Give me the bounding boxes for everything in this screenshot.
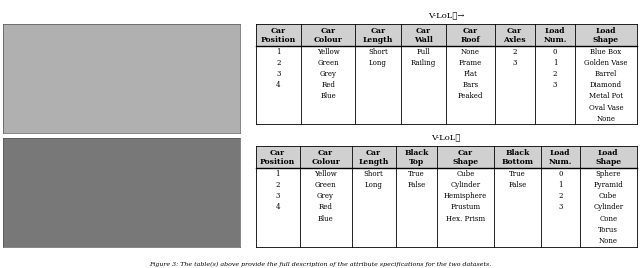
Text: 0: 0 [553, 48, 557, 56]
Text: V-LoLℒ→: V-LoLℒ→ [428, 12, 465, 20]
Text: None: None [599, 237, 618, 245]
Text: Short: Short [368, 48, 388, 56]
Text: Car
Roof: Car Roof [461, 27, 480, 44]
Text: None: None [461, 48, 480, 56]
Text: Oval Vase: Oval Vase [589, 103, 623, 111]
Text: Car
Wall: Car Wall [414, 27, 433, 44]
Text: Frame: Frame [459, 59, 482, 67]
Text: 4: 4 [276, 81, 281, 89]
Text: Car
Position: Car Position [260, 149, 295, 166]
Text: Torus: Torus [598, 226, 618, 234]
Text: Peaked: Peaked [458, 92, 483, 100]
Text: True: True [408, 170, 425, 178]
Text: Cylinder: Cylinder [451, 181, 481, 189]
Text: Metal Pot: Metal Pot [589, 92, 623, 100]
Text: 3: 3 [553, 81, 557, 89]
Text: Load
Shape: Load Shape [593, 27, 619, 44]
Text: Load
Num.: Load Num. [548, 149, 572, 166]
Text: Railing: Railing [411, 59, 436, 67]
Text: 2: 2 [553, 70, 557, 78]
Text: 2: 2 [276, 59, 281, 67]
Bar [255, 24, 637, 46]
Text: 3: 3 [275, 192, 280, 200]
Text: 2: 2 [275, 181, 280, 189]
Text: False: False [508, 181, 527, 189]
Text: Frustum: Frustum [451, 203, 481, 211]
Text: Cone: Cone [599, 215, 618, 223]
Text: Grey: Grey [317, 192, 334, 200]
Text: Black
Top: Black Top [404, 149, 429, 166]
Text: Car
Length: Car Length [358, 149, 388, 166]
Text: Hemisphere: Hemisphere [444, 192, 487, 200]
Text: 1: 1 [558, 181, 563, 189]
Text: Hex. Prism: Hex. Prism [446, 215, 485, 223]
Text: Load
Shape: Load Shape [595, 149, 621, 166]
Text: True: True [509, 170, 526, 178]
Text: Blue Box: Blue Box [590, 48, 621, 56]
Text: Load
Num.: Load Num. [543, 27, 566, 44]
Text: Barrel: Barrel [595, 70, 617, 78]
Text: Car
Length: Car Length [363, 27, 393, 44]
Text: Cube: Cube [599, 192, 618, 200]
Text: Long: Long [369, 59, 387, 67]
Text: 1: 1 [553, 59, 557, 67]
Text: 1: 1 [276, 48, 281, 56]
Text: Diamond: Diamond [590, 81, 622, 89]
Text: Green: Green [315, 181, 337, 189]
Text: Cylinder: Cylinder [593, 203, 623, 211]
Text: Blue: Blue [317, 215, 333, 223]
Text: Blue: Blue [320, 92, 336, 100]
Text: 4: 4 [275, 203, 280, 211]
Text: Car
Colour: Car Colour [311, 149, 340, 166]
Text: Pyramid: Pyramid [593, 181, 623, 189]
Text: 3: 3 [276, 70, 280, 78]
Text: Cube: Cube [456, 170, 475, 178]
Text: Bars: Bars [462, 81, 479, 89]
Text: 0: 0 [558, 170, 563, 178]
Text: Grey: Grey [319, 70, 337, 78]
Text: Flat: Flat [463, 70, 477, 78]
Text: Yellow: Yellow [317, 48, 339, 56]
Text: Yellow: Yellow [314, 170, 337, 178]
Text: Short: Short [364, 170, 383, 178]
Text: 2: 2 [558, 192, 563, 200]
Text: Car
Colour: Car Colour [314, 27, 342, 44]
Text: 3: 3 [558, 203, 563, 211]
Text: Car
Shape: Car Shape [452, 149, 479, 166]
Bar [255, 146, 637, 168]
Text: 3: 3 [513, 59, 517, 67]
Text: 2: 2 [513, 48, 517, 56]
Text: Car
Position: Car Position [261, 27, 296, 44]
Text: Red: Red [321, 81, 335, 89]
Text: Figure 3: The table(s) above provide the full description of the attribute speci: Figure 3: The table(s) above provide the… [149, 261, 491, 267]
Text: Black
Bottom: Black Bottom [502, 149, 534, 166]
Text: Sphere: Sphere [596, 170, 621, 178]
Text: Golden Vase: Golden Vase [584, 59, 628, 67]
Text: Long: Long [365, 181, 383, 189]
Text: False: False [407, 181, 426, 189]
Text: Red: Red [319, 203, 333, 211]
Text: None: None [596, 115, 616, 123]
Text: Full: Full [417, 48, 430, 56]
Text: Car
Axles: Car Axles [503, 27, 526, 44]
Text: V-LoLℒ: V-LoLℒ [431, 134, 461, 142]
Text: Green: Green [317, 59, 339, 67]
Text: 1: 1 [275, 170, 280, 178]
